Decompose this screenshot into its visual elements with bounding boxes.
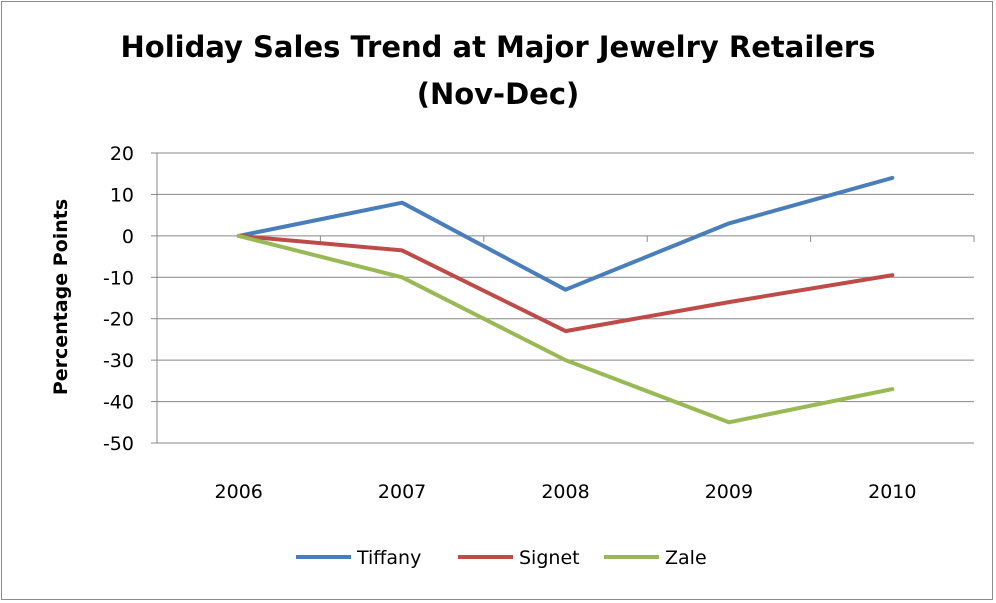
legend: Tiffany Signet Zale xyxy=(296,547,707,569)
x-tick-label: 2009 xyxy=(705,481,753,503)
y-axis-label: Percentage Points xyxy=(50,199,72,395)
legend-label: Signet xyxy=(519,547,580,569)
chart-title-line-2: (Nov-Dec) xyxy=(417,77,580,111)
y-tick-label: 0 xyxy=(122,226,134,248)
x-tick-label: 2006 xyxy=(215,481,263,503)
y-tick-label: -20 xyxy=(103,309,134,331)
y-tick-label: -10 xyxy=(103,267,134,289)
y-tick-label: 10 xyxy=(110,184,134,206)
legend-label: Zale xyxy=(665,547,707,569)
series-line-tiffany xyxy=(236,175,895,292)
y-tick-label: 20 xyxy=(110,143,134,165)
x-tick-label: 2008 xyxy=(541,481,589,503)
y-tick-label: -40 xyxy=(103,392,134,414)
x-tick-label: 2010 xyxy=(868,481,916,503)
x-tick-label: 2007 xyxy=(378,481,426,503)
y-tick-label: -30 xyxy=(103,350,134,372)
series-line-signet xyxy=(236,233,895,334)
series-lines xyxy=(236,175,895,425)
chart-title-line-1: Holiday Sales Trend at Major Jewelry Ret… xyxy=(121,30,876,64)
x-tick-labels: 2006 2007 2008 2009 2010 xyxy=(215,481,917,503)
gridlines xyxy=(151,152,975,444)
y-tick-labels: 20 10 0 -10 -20 -30 -40 -50 xyxy=(103,143,134,455)
series-line-zale xyxy=(236,233,895,425)
y-tick-label: -50 xyxy=(103,433,134,455)
legend-label: Tiffany xyxy=(356,547,421,569)
